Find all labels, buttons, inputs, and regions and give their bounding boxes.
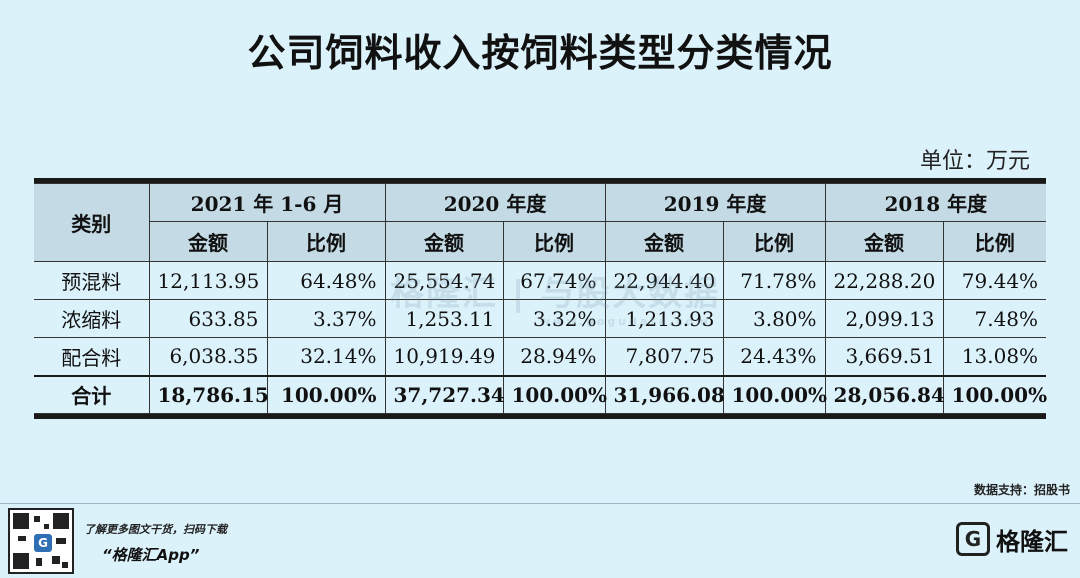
brand-logo: G 格隆汇 <box>956 522 1068 556</box>
table-cell: 18,786.15 <box>148 374 269 414</box>
row-category: 配合料 <box>34 337 150 376</box>
table-cell: 28.94% <box>502 337 606 376</box>
revenue-table: 类别 2021 年 1-6 月 2020 年度 2019 年度 2018 年度 … <box>34 178 1047 419</box>
table-cell: 10,919.49 <box>384 337 504 376</box>
table-row-total: 合计 18,786.15 100.00% 37,727.34 100.00% 3… <box>34 374 1047 414</box>
table-cell: 22,288.20 <box>824 261 944 300</box>
table-row: 浓缩料 633.85 3.37% 1,253.11 3.32% 1,213.93… <box>34 299 1047 338</box>
table-cell: 67.74% <box>502 261 606 300</box>
table-cell: 100.00% <box>266 374 386 414</box>
table-row: 配合料 6,038.35 32.14% 10,919.49 28.94% 7,8… <box>34 337 1047 376</box>
header-ratio: 比例 <box>942 221 1047 262</box>
header-ratio: 比例 <box>722 221 826 262</box>
table-cell: 7,807.75 <box>604 337 724 376</box>
table-cell: 7.48% <box>942 299 1047 338</box>
table-cell: 3,669.51 <box>824 337 944 376</box>
table-cell: 28,056.84 <box>824 374 945 414</box>
table-cell: 633.85 <box>148 299 268 338</box>
header-period-2021h1: 2021 年 1-6 月 <box>148 183 386 222</box>
table-cell: 24.43% <box>722 337 826 376</box>
header-period-2020: 2020 年度 <box>384 183 606 222</box>
table-cell: 64.48% <box>266 261 386 300</box>
row-category: 预混料 <box>34 261 150 300</box>
table-cell: 2,099.13 <box>824 299 944 338</box>
table-cell: 100.00% <box>722 374 827 414</box>
footer-divider <box>0 503 1080 504</box>
header-ratio: 比例 <box>502 221 606 262</box>
table-cell: 79.44% <box>942 261 1047 300</box>
table-cell: 71.78% <box>722 261 826 300</box>
row-category: 合计 <box>34 374 150 414</box>
header-ratio: 比例 <box>266 221 386 262</box>
table-cell: 1,253.11 <box>384 299 504 338</box>
header-category: 类别 <box>34 183 150 262</box>
table-cell: 12,113.95 <box>148 261 268 300</box>
header-period-2019: 2019 年度 <box>604 183 826 222</box>
table-cell: 37,727.34 <box>384 374 505 414</box>
table-cell: 1,213.93 <box>604 299 724 338</box>
qr-logo-icon: G <box>34 534 52 552</box>
header-amount: 金额 <box>824 221 944 262</box>
table-cell: 3.32% <box>502 299 606 338</box>
source-note: 数据支持：招股书 <box>973 483 1070 497</box>
table-cell: 25,554.74 <box>384 261 504 300</box>
unit-label: 单位：万元 <box>919 149 1030 174</box>
header-amount: 金额 <box>384 221 504 262</box>
page-title: 公司饲料收入按饲料类型分类情况 <box>247 31 833 75</box>
table-cell: 13.08% <box>942 337 1047 376</box>
header-amount: 金额 <box>149 221 268 262</box>
header-amount: 金额 <box>604 221 724 262</box>
promo-line-2: “格隆汇App” <box>102 546 200 564</box>
table-cell: 32.14% <box>266 337 386 376</box>
table-cell: 6,038.35 <box>148 337 268 376</box>
row-category: 浓缩料 <box>34 299 150 338</box>
header-period-2018: 2018 年度 <box>824 183 1047 222</box>
table-cell: 100.00% <box>502 374 607 414</box>
qr-code-icon: G <box>8 508 74 574</box>
table-cell: 3.80% <box>722 299 826 338</box>
brand-logo-text: 格隆汇 <box>996 527 1068 556</box>
table-cell: 22,944.40 <box>604 261 724 300</box>
table-cell: 3.37% <box>266 299 386 338</box>
promo-line-1: 了解更多图文干货，扫码下载 <box>84 523 227 536</box>
table-cell: 31,966.08 <box>604 374 725 414</box>
table-row: 预混料 12,113.95 64.48% 25,554.74 67.74% 22… <box>34 261 1047 300</box>
brand-logo-icon: G <box>956 522 990 556</box>
table-cell: 100.00% <box>942 374 1047 414</box>
